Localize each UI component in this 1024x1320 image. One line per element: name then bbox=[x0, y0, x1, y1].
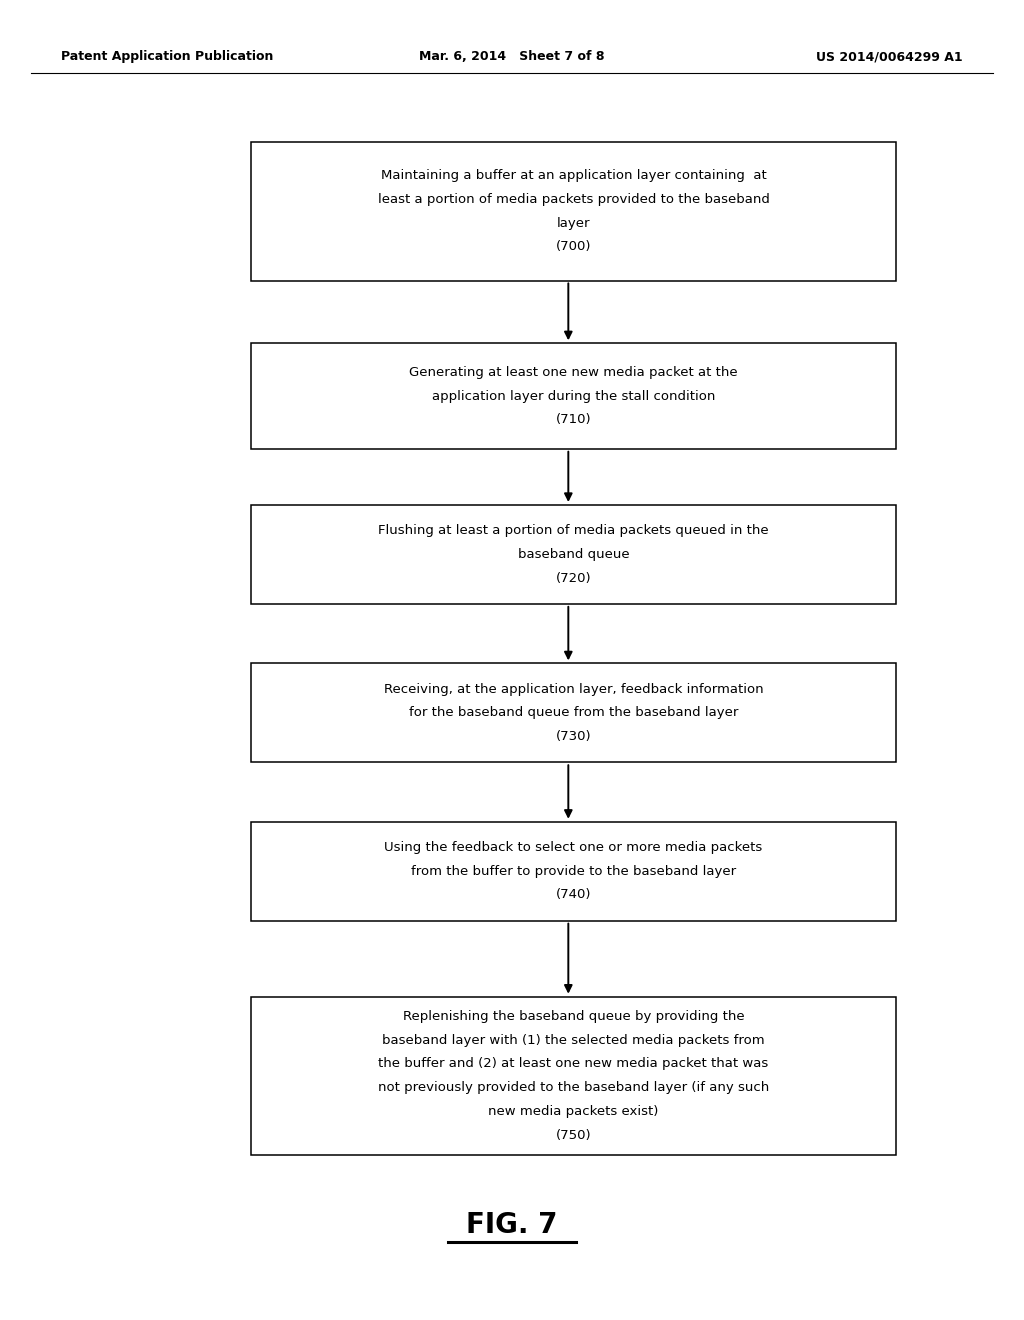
FancyBboxPatch shape bbox=[251, 821, 896, 921]
Text: Replenishing the baseband queue by providing the: Replenishing the baseband queue by provi… bbox=[402, 1010, 744, 1023]
FancyBboxPatch shape bbox=[251, 143, 896, 281]
Text: (730): (730) bbox=[556, 730, 591, 743]
Text: from the buffer to provide to the baseband layer: from the buffer to provide to the baseba… bbox=[411, 865, 736, 878]
Text: application layer during the stall condition: application layer during the stall condi… bbox=[432, 389, 715, 403]
Text: (710): (710) bbox=[556, 413, 591, 426]
Text: baseband layer with (1) the selected media packets from: baseband layer with (1) the selected med… bbox=[382, 1034, 765, 1047]
Text: least a portion of media packets provided to the baseband: least a portion of media packets provide… bbox=[378, 193, 769, 206]
Text: Mar. 6, 2014   Sheet 7 of 8: Mar. 6, 2014 Sheet 7 of 8 bbox=[419, 50, 605, 63]
Text: the buffer and (2) at least one new media packet that was: the buffer and (2) at least one new medi… bbox=[378, 1057, 769, 1071]
Text: new media packets exist): new media packets exist) bbox=[488, 1105, 658, 1118]
Text: (750): (750) bbox=[556, 1129, 591, 1142]
FancyBboxPatch shape bbox=[251, 506, 896, 605]
Text: Patent Application Publication: Patent Application Publication bbox=[61, 50, 273, 63]
Text: (740): (740) bbox=[556, 888, 591, 902]
Text: Using the feedback to select one or more media packets: Using the feedback to select one or more… bbox=[384, 841, 763, 854]
Text: baseband queue: baseband queue bbox=[517, 548, 630, 561]
Text: Maintaining a buffer at an application layer containing  at: Maintaining a buffer at an application l… bbox=[381, 169, 766, 182]
FancyBboxPatch shape bbox=[251, 343, 896, 449]
Text: (720): (720) bbox=[556, 572, 591, 585]
Text: (700): (700) bbox=[556, 240, 591, 253]
Text: Generating at least one new media packet at the: Generating at least one new media packet… bbox=[410, 366, 737, 379]
Text: not previously provided to the baseband layer (if any such: not previously provided to the baseband … bbox=[378, 1081, 769, 1094]
Text: layer: layer bbox=[557, 216, 590, 230]
Text: FIG. 7: FIG. 7 bbox=[466, 1210, 558, 1239]
FancyBboxPatch shape bbox=[251, 663, 896, 762]
Text: US 2014/0064299 A1: US 2014/0064299 A1 bbox=[816, 50, 963, 63]
Text: Receiving, at the application layer, feedback information: Receiving, at the application layer, fee… bbox=[384, 682, 763, 696]
Text: for the baseband queue from the baseband layer: for the baseband queue from the baseband… bbox=[409, 706, 738, 719]
Text: Flushing at least a portion of media packets queued in the: Flushing at least a portion of media pac… bbox=[378, 524, 769, 537]
FancyBboxPatch shape bbox=[251, 997, 896, 1155]
